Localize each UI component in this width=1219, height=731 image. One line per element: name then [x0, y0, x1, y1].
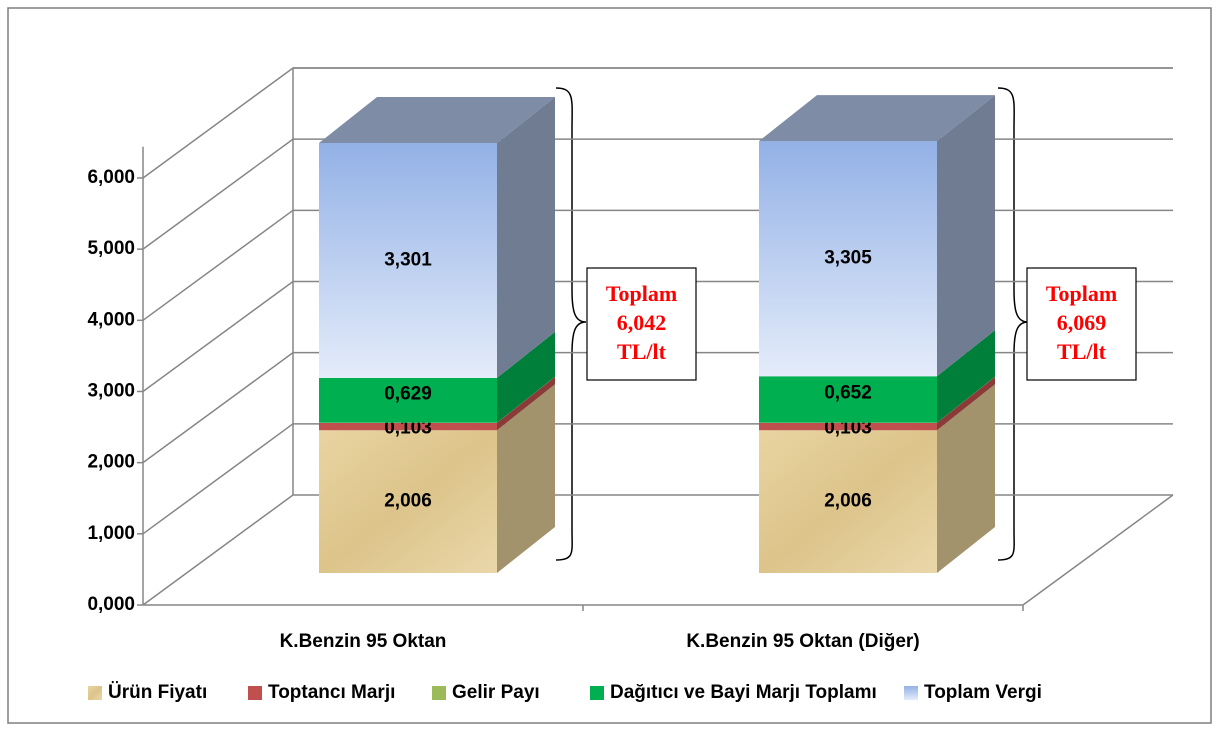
legend-label: Gelir Payı — [452, 682, 540, 703]
annotation-text: TL/lt — [617, 339, 667, 364]
data-label: 0,629 — [384, 383, 432, 404]
bar-side — [497, 384, 555, 573]
x-tick-label: K.Benzin 95 Oktan — [280, 631, 447, 652]
bar-side — [497, 331, 555, 423]
data-label: 3,305 — [824, 248, 872, 269]
annotation-text: Toplam — [606, 281, 677, 306]
bar-front — [759, 141, 937, 377]
data-label: 0,652 — [824, 383, 872, 404]
bar-side — [497, 96, 555, 378]
legend-swatch — [590, 686, 604, 700]
annotation-text: 6,042 — [617, 310, 667, 335]
x-tick-label: K.Benzin 95 Oktan (Diğer) — [686, 631, 919, 652]
legend-label: Toplam Vergi — [924, 682, 1042, 703]
bar-top — [319, 96, 555, 143]
bar-side — [937, 376, 995, 431]
legend-label: Ürün Fiyatı — [108, 682, 207, 703]
bar-side — [937, 384, 995, 573]
y-tick-label: 3,000 — [87, 381, 135, 402]
bar-front — [319, 430, 497, 573]
floor-edge — [1022, 494, 1174, 606]
annotation-text: Toplam — [1046, 281, 1117, 306]
bar-front — [759, 376, 937, 423]
bar-front — [319, 422, 497, 431]
bar-side — [497, 376, 555, 423]
legend-swatch — [88, 686, 102, 700]
legend-swatch — [248, 686, 262, 700]
bar-front — [759, 430, 937, 573]
bar-side — [937, 95, 995, 377]
bar-front — [319, 142, 497, 378]
y-tick-label: 6,000 — [87, 167, 135, 188]
bar-side — [937, 376, 995, 423]
legend-label: Dağıtıcı ve Bayi Marjı Toplamı — [610, 682, 877, 703]
y-tick-label: 2,000 — [87, 452, 135, 473]
legend-swatch — [432, 686, 446, 700]
annotation-text: 6,069 — [1057, 310, 1107, 335]
annotation-text: TL/lt — [1057, 339, 1107, 364]
data-label: 3,301 — [384, 249, 432, 270]
bar-side — [497, 376, 555, 431]
data-label: 2,006 — [824, 491, 872, 512]
annotation-box — [1026, 267, 1137, 381]
legend-label: Toptancı Marjı — [268, 682, 395, 703]
bar-front — [319, 377, 497, 423]
data-label: 2,006 — [384, 491, 432, 512]
annotation-box — [586, 267, 697, 381]
legend-swatch — [904, 686, 918, 700]
y-tick-label: 1,000 — [87, 523, 135, 544]
grid-line — [142, 67, 1173, 179]
y-tick-label: 5,000 — [87, 238, 135, 259]
bar-front — [759, 422, 937, 431]
bar-side — [937, 330, 995, 423]
bar-top — [759, 95, 995, 142]
y-tick-label: 0,000 — [87, 594, 135, 615]
y-tick-label: 4,000 — [87, 309, 135, 330]
